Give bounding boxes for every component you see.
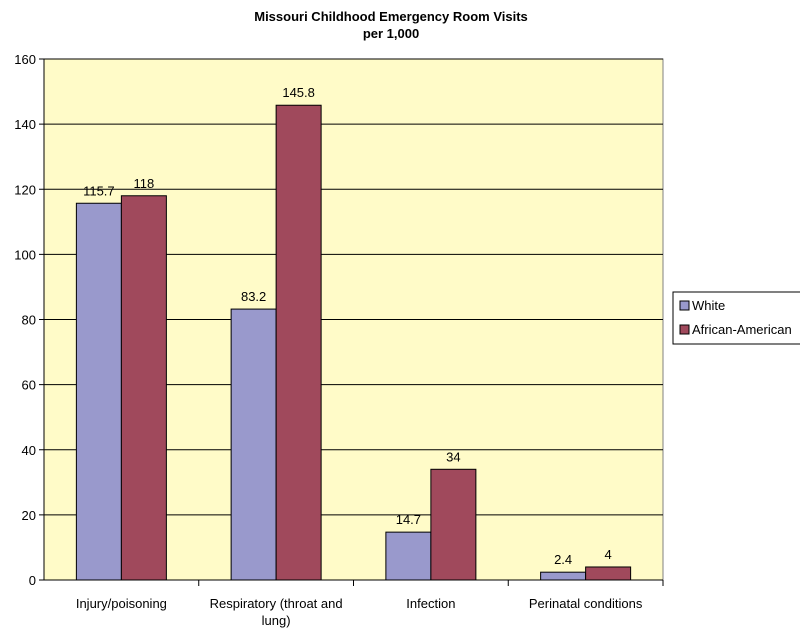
- data-label: 4: [605, 547, 612, 562]
- y-tick-label: 0: [29, 573, 36, 588]
- data-label: 14.7: [396, 512, 421, 527]
- data-label: 145.8: [282, 85, 315, 100]
- legend: White African-American: [672, 291, 800, 345]
- data-labels: 115.7 118 83.2 145.8 14.7 34 2.4 4: [83, 85, 612, 567]
- bar-african-american: [585, 566, 632, 581]
- y-tick-label: 140: [14, 117, 36, 132]
- x-tick-label: Infection: [406, 596, 455, 611]
- legend-swatch-white: [679, 300, 690, 311]
- data-label: 118: [134, 176, 155, 191]
- bar-white: [385, 531, 432, 581]
- legend-swatch-african-american: [679, 324, 690, 335]
- bar-white: [75, 202, 122, 581]
- y-tick-label: 40: [22, 443, 36, 458]
- x-tick-label: lung): [262, 613, 291, 628]
- data-label: 2.4: [554, 552, 572, 567]
- x-tick-label: Injury/poisoning: [76, 596, 167, 611]
- y-tick-label: 100: [14, 247, 36, 262]
- chart-title: Missouri Childhood Emergency Room Visits: [254, 9, 528, 24]
- axes: [39, 58, 664, 586]
- data-label: 83.2: [241, 289, 266, 304]
- legend-label-white: White: [692, 298, 725, 313]
- legend-label-african-american: African-American: [692, 322, 792, 337]
- x-tick-labels: Injury/poisoning Respiratory (throat and l…: [76, 596, 643, 628]
- y-tick-labels: 0 20 40 60 80 100 120 140 160: [14, 52, 36, 588]
- bars: [75, 104, 632, 581]
- legend-box: [672, 291, 800, 345]
- data-label: 115.7: [83, 183, 115, 198]
- bar-african-american: [275, 104, 322, 581]
- y-tick-label: 160: [14, 52, 36, 67]
- y-tick-label: 120: [14, 182, 36, 197]
- data-label: 34: [446, 449, 460, 464]
- bar-white: [540, 571, 587, 581]
- x-tick-label: Respiratory (throat and: [210, 596, 343, 611]
- y-tick-label: 20: [22, 508, 36, 523]
- x-tick-label: Perinatal conditions: [529, 596, 643, 611]
- chart-subtitle: per 1,000: [363, 26, 419, 41]
- y-tick-label: 80: [22, 313, 36, 328]
- y-tick-label: 60: [22, 378, 36, 393]
- bar-african-american: [430, 468, 477, 581]
- bar-white: [230, 308, 277, 581]
- bar-african-american: [120, 195, 167, 581]
